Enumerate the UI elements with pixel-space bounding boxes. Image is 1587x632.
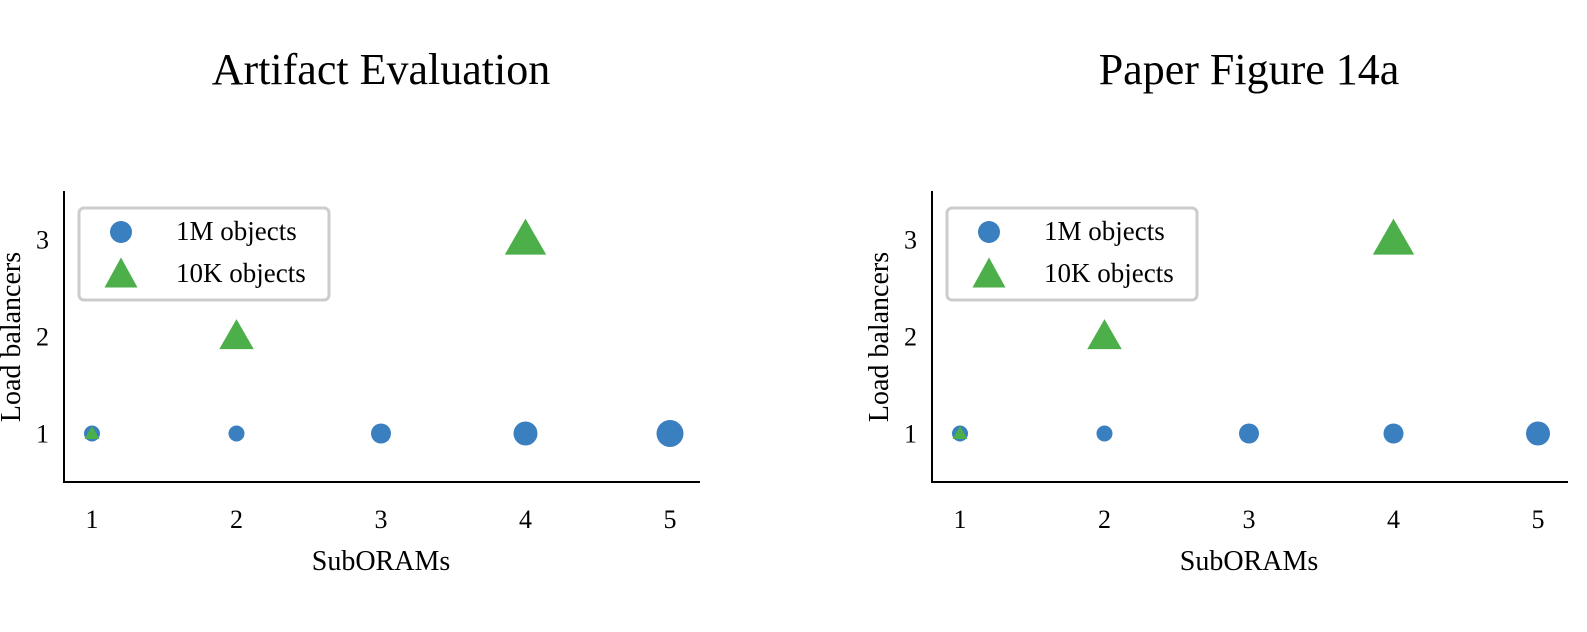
x-tick-label: 3 (1243, 505, 1256, 534)
y-tick-label: 1 (904, 420, 917, 449)
y-tick-label: 3 (904, 226, 917, 255)
x-tick-label: 5 (1532, 505, 1545, 534)
data-point-circle (656, 420, 684, 447)
x-tick-label: 1 (954, 505, 967, 534)
data-point-triangle (1372, 218, 1415, 255)
chart-panel-2: Paper Figure 14a 1 2 3 4 5 1 2 3 SubORAMs Load bal… (864, 45, 1568, 577)
legend-label: 1M objects (176, 216, 297, 246)
legend-triangle-marker (104, 257, 138, 288)
legend-box (945, 206, 1199, 302)
y-axis-label: Load balancers (0, 252, 27, 422)
x-tick-label: 2 (1098, 505, 1111, 534)
x-axis-label: SubORAMs (312, 546, 450, 577)
data-point-circle (1239, 423, 1259, 444)
legend-label: 10K objects (176, 258, 306, 288)
data-point-circle (1096, 425, 1113, 442)
data-point-triangle (504, 218, 547, 255)
legend-box (77, 206, 331, 302)
legend-triangle-marker (972, 257, 1006, 288)
x-tick-label: 4 (519, 505, 532, 534)
data-point-circle (1383, 423, 1404, 444)
legend-circle-marker (110, 221, 132, 243)
legend-label: 10K objects (1044, 258, 1174, 288)
x-tick-label: 5 (664, 505, 677, 534)
x-tick-label: 3 (375, 505, 388, 534)
legend-circle-marker (978, 221, 1000, 243)
legend-label: 1M objects (1044, 216, 1165, 246)
data-point-circle (371, 423, 391, 444)
data-point-triangle (219, 319, 254, 350)
y-tick-label: 1 (36, 420, 49, 449)
chart-title: Artifact Evaluation (212, 45, 550, 94)
chart-title: Paper Figure 14a (1099, 45, 1400, 94)
y-tick-label: 3 (36, 226, 49, 255)
y-axis-label: Load balancers (864, 252, 895, 422)
x-tick-label: 1 (86, 505, 99, 534)
x-tick-label: 2 (230, 505, 243, 534)
y-tick-label: 2 (36, 323, 49, 352)
data-point-triangle (1087, 319, 1122, 350)
x-tick-label: 4 (1387, 505, 1400, 534)
chart-panel-1: Artifact Evaluation 1 2 3 4 5 1 2 3 SubORAMs Load … (0, 45, 700, 577)
data-point-triangle (84, 425, 100, 439)
data-point-circle (513, 421, 538, 446)
y-tick-label: 2 (904, 323, 917, 352)
data-point-circle (1526, 421, 1550, 446)
data-point-triangle (952, 425, 968, 439)
x-axis-label: SubORAMs (1180, 546, 1318, 577)
data-point-circle (228, 425, 245, 442)
